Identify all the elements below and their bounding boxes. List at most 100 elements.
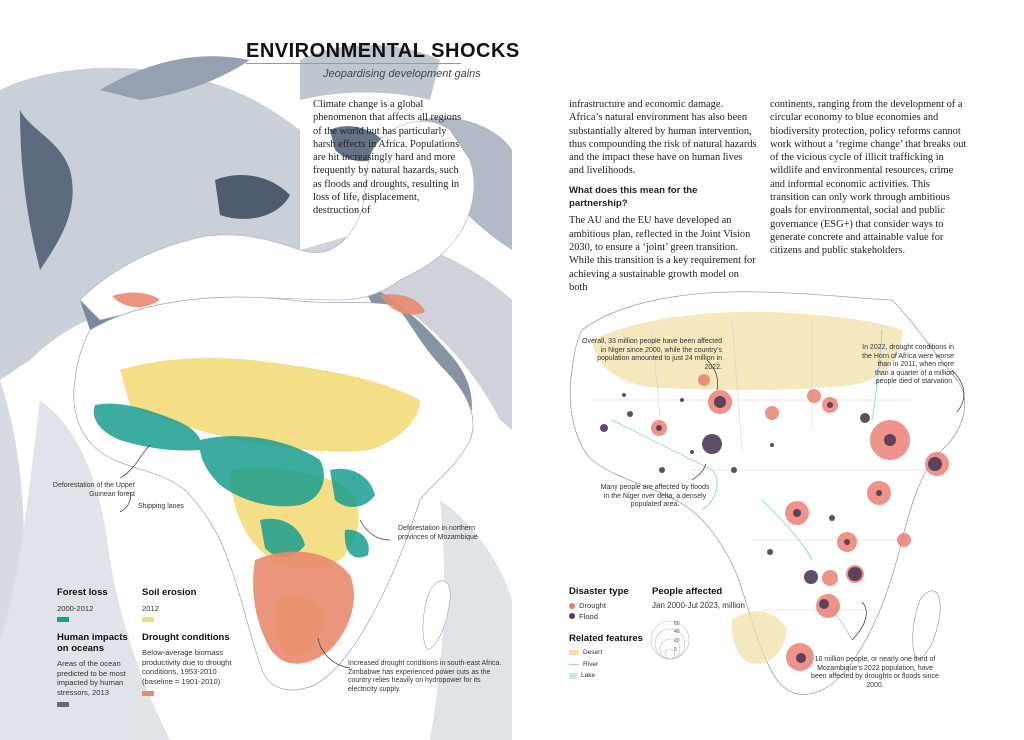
legend-forest: Forest loss 2000-2012 [57, 587, 137, 622]
flood-bubble [680, 398, 684, 402]
flood-bubble [714, 396, 726, 408]
niger-leader [706, 359, 719, 391]
size-legend: 60 40 20 5 [650, 620, 690, 660]
flood-bubble [827, 402, 833, 408]
article-column-2: infrastructure and economic damage. Afri… [569, 98, 757, 300]
guinean-leader [119, 444, 151, 479]
flood-bubble [844, 539, 850, 545]
forest-loss-layer [93, 403, 375, 558]
niger-annotation: Overall, 33 million people have been aff… [582, 338, 722, 371]
legend-soil: Soil erosion 2012 [142, 587, 222, 622]
drought-layer [112, 292, 425, 664]
title-rule [246, 63, 461, 64]
legend-oceans-sub: Areas of the ocean predicted to be most … [57, 659, 126, 697]
flood-dot-icon [569, 613, 575, 620]
legend-desert-label: Desert [583, 649, 603, 656]
legend-forest-swatch [57, 616, 69, 622]
page-subtitle: Jeopardising development gains [323, 68, 481, 80]
legend-oceans-title: Human impacts on oceans [57, 632, 128, 654]
ocean-impact-layer [0, 45, 512, 740]
flood-bubble [627, 411, 633, 417]
desert-swatch-icon [569, 650, 579, 656]
desert-layer [592, 311, 903, 664]
drought-bubble [698, 374, 710, 386]
legend-people-title: People affected [652, 586, 723, 597]
legend-lake-label: Lake [581, 672, 596, 679]
drought-se-annotation: Increased drought conditions in south-ea… [348, 660, 502, 693]
flood-bubble [767, 549, 773, 555]
legend-oceans-swatch [57, 702, 69, 707]
flood-bubble [731, 467, 737, 473]
page-title: ENVIRONMENTAL SHOCKS [246, 40, 520, 62]
drought-bubble [807, 389, 821, 403]
legend-desert-row: Desert [569, 648, 649, 658]
legend-lake-row: Lake [569, 671, 649, 681]
delta-annotation: Many people are affected by floods in th… [600, 484, 710, 509]
partnership-subhead: What does this mean for the partnership? [569, 184, 698, 210]
legend-disaster-title: Disaster type [569, 586, 629, 597]
article-column-3: continents, ranging from the development… [770, 98, 970, 264]
legend-drought-row: Drought [569, 601, 649, 611]
col1-paragraph: Climate change is a global phenomenon th… [313, 99, 462, 217]
col2-paragraph-2: The AU and the EU have developed an ambi… [569, 215, 756, 293]
africa-outline [569, 291, 965, 695]
shipping-annotation: Shipping lanes [138, 503, 184, 510]
size-circle-60 [650, 620, 690, 660]
size-circle-5 [664, 648, 676, 660]
mozambique-people-annotation: 10 million people, or nearly one third o… [811, 656, 939, 689]
delta-leader [691, 463, 707, 481]
flood-bubble [690, 450, 694, 454]
size-label-20: 20 [674, 638, 680, 644]
legend-drought-label: Drought [579, 601, 607, 610]
river-line-icon [569, 663, 579, 665]
flood-bubble [860, 413, 870, 423]
drought-bubble [897, 533, 911, 547]
flood-bubble [659, 467, 665, 473]
size-circle-40 [654, 628, 686, 660]
flood-bubble [796, 653, 806, 663]
legend-forest-sub: 2000-2012 [57, 604, 94, 613]
flood-bubble [600, 424, 608, 432]
size-label-40: 40 [674, 629, 680, 635]
flood-bubble [793, 509, 801, 517]
moz-leader [851, 601, 867, 641]
legend-related: Related features Desert River Lake [569, 633, 649, 681]
legend-soil-title: Soil erosion [142, 587, 197, 598]
size-label-60: 60 [674, 621, 680, 627]
madagascar-outline [912, 590, 941, 661]
legend-people-sub: Jan 2000-Jul 2023, million [652, 601, 745, 610]
shipping-leader [119, 491, 131, 513]
legend-river-row: River [569, 660, 649, 670]
legend-soil-swatch [142, 616, 154, 622]
flood-bubble [819, 599, 829, 609]
legend-drought-sub: Below-average biomass productivity due t… [142, 648, 232, 686]
legend-flood-label: Flood [579, 611, 598, 621]
flood-bubble [884, 434, 896, 446]
legend-related-title: Related features [569, 633, 643, 644]
lake-swatch-icon [569, 672, 577, 679]
flood-bubble [622, 393, 626, 397]
flood-bubble [876, 490, 882, 496]
legend-drought-title: Drought conditions [142, 632, 230, 643]
col2-paragraph-1: infrastructure and economic damage. Afri… [569, 99, 757, 177]
flood-bubble [770, 443, 774, 447]
river-layer [611, 329, 883, 641]
mozambique-annotation: Deforestation in northern provinces of M… [398, 525, 478, 541]
legend-drought-swatch [142, 691, 154, 696]
legend-people: People affected Jan 2000-Jul 2023, milli… [652, 586, 747, 611]
legend-soil-sub: 2012 [142, 604, 159, 613]
guinean-annotation: Deforestation of the Upper Guinean fores… [52, 482, 135, 498]
col3-paragraph: continents, ranging from the development… [770, 99, 967, 257]
horn-leader [951, 369, 965, 413]
flood-bubble [829, 515, 835, 521]
size-label-5: 5 [674, 647, 677, 653]
legend-drought: Drought conditions Below-average biomass… [142, 632, 242, 696]
legend-river-label: River [583, 660, 599, 668]
legend-oceans: Human impacts on oceans Areas of the oce… [57, 632, 137, 707]
flood-bubble [656, 425, 662, 431]
environmental-impact-map [0, 45, 512, 740]
disaster-map [569, 291, 965, 695]
article-column-1: Climate change is a global phenomenon th… [313, 98, 463, 224]
drought-bubble [822, 570, 838, 586]
legend-disaster: Disaster type Drought Flood [569, 586, 649, 621]
